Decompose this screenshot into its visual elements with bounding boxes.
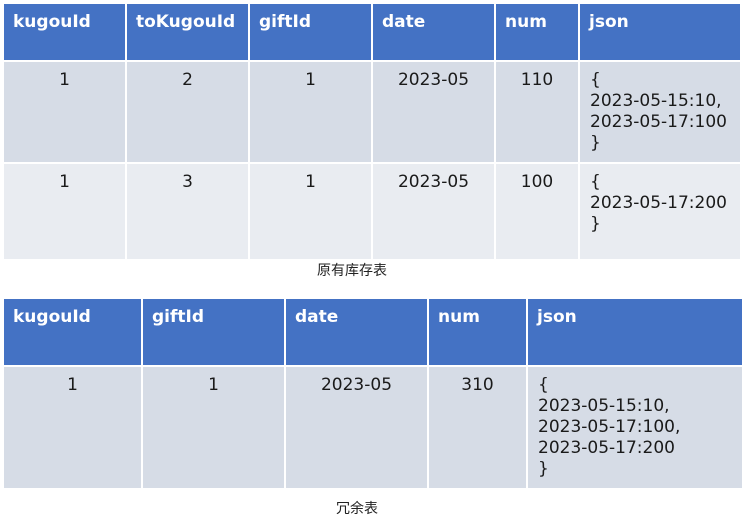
- column-header-giftid: giftId: [143, 299, 284, 365]
- column-header-date: date: [286, 299, 427, 365]
- cell-date: 2023-05: [286, 367, 427, 488]
- header-row: kugouId giftId date num json: [4, 299, 742, 365]
- column-header-giftid: giftId: [250, 4, 371, 60]
- cell-json: { 2023-05-15:10, 2023-05-17:100, 2023-05…: [528, 367, 742, 488]
- cell-date: 2023-05: [373, 62, 494, 162]
- header-row: kugouId toKugouId giftId date num json: [4, 4, 740, 60]
- table-row: 1 2 1 2023-05 110 { 2023-05-15:10, 2023-…: [4, 62, 740, 162]
- table-row: 1 3 1 2023-05 100 { 2023-05-17:200 }: [4, 164, 740, 259]
- redundant-table: kugouId giftId date num json 1 1 2023-05…: [2, 297, 742, 490]
- cell-num: 100: [496, 164, 578, 259]
- cell-kugouid: 1: [4, 164, 125, 259]
- column-header-num: num: [429, 299, 526, 365]
- cell-kugouid: 1: [4, 62, 125, 162]
- column-header-json: json: [528, 299, 742, 365]
- cell-giftid: 1: [143, 367, 284, 488]
- table-row: 1 1 2023-05 310 { 2023-05-15:10, 2023-05…: [4, 367, 742, 488]
- column-header-kugouid: kugouId: [4, 4, 125, 60]
- cell-date: 2023-05: [373, 164, 494, 259]
- cell-tokugouid: 3: [127, 164, 248, 259]
- cell-json: { 2023-05-17:200 }: [580, 164, 740, 259]
- cell-tokugouid: 2: [127, 62, 248, 162]
- cell-json: { 2023-05-15:10, 2023-05-17:100 }: [580, 62, 740, 162]
- cell-num: 110: [496, 62, 578, 162]
- cell-giftid: 1: [250, 164, 371, 259]
- column-header-date: date: [373, 4, 494, 60]
- cell-kugouid: 1: [4, 367, 141, 488]
- column-header-kugouid: kugouId: [4, 299, 141, 365]
- column-header-tokugouid: toKugouId: [127, 4, 248, 60]
- original-inventory-table: kugouId toKugouId giftId date num json 1…: [2, 2, 742, 261]
- column-header-json: json: [580, 4, 740, 60]
- column-header-num: num: [496, 4, 578, 60]
- table-caption: 原有库存表: [317, 263, 387, 279]
- cell-num: 310: [429, 367, 526, 488]
- cell-giftid: 1: [250, 62, 371, 162]
- table-caption: 冗余表: [336, 501, 378, 517]
